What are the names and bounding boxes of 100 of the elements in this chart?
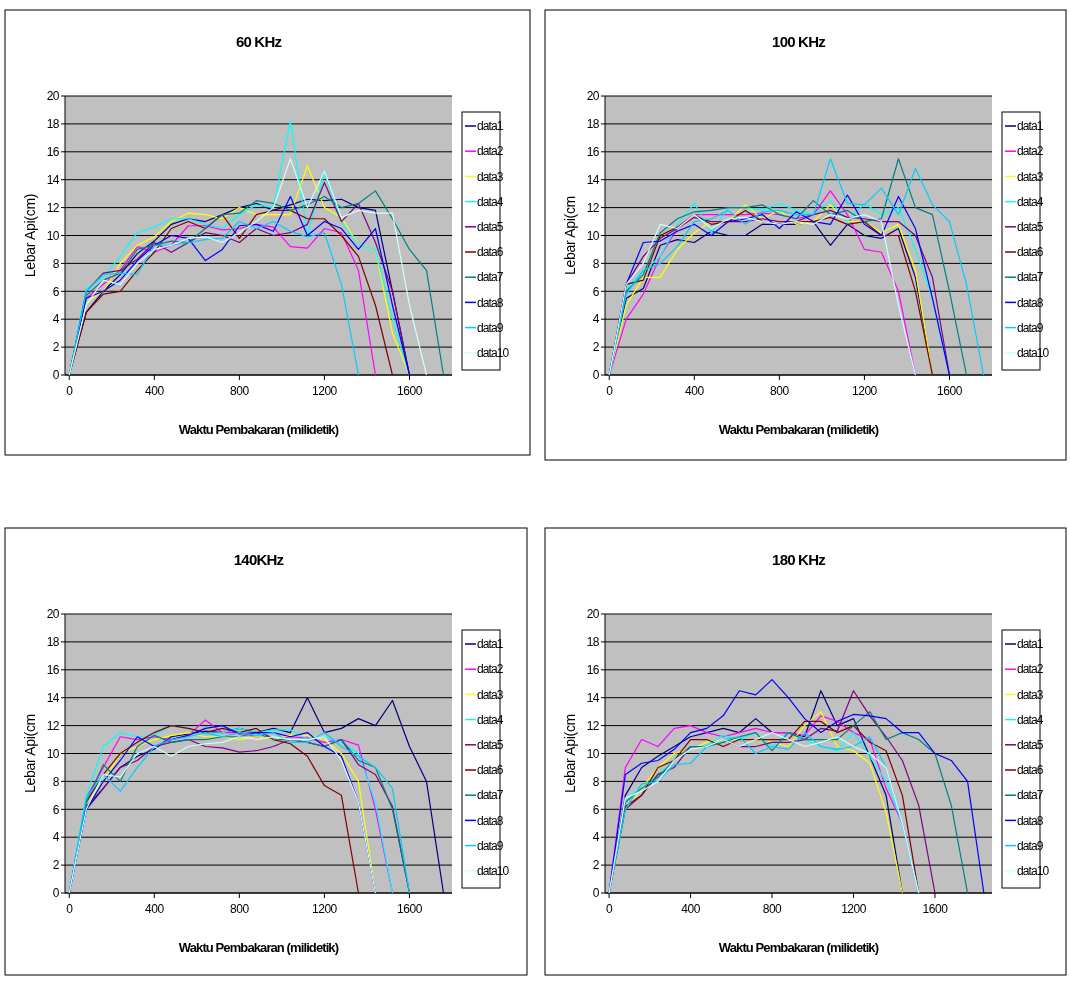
y-tick-label: 4	[592, 830, 600, 845]
x-tick-label: 800	[762, 902, 783, 916]
x-tick-label: 1200	[312, 384, 338, 398]
y-tick-label: 2	[592, 340, 600, 355]
y-tick-label: 16	[586, 663, 600, 677]
legend-label: data9	[477, 838, 504, 853]
x-tick-label: 1600	[937, 384, 963, 398]
x-tick-label: 1200	[841, 902, 867, 916]
x-axis-title: Waktu Pembakaran (milidetik)	[718, 422, 879, 437]
y-tick-label: 0	[592, 886, 600, 901]
y-tick-label: 6	[52, 284, 60, 299]
x-tick-label: 0	[66, 384, 74, 398]
legend-label: data10	[477, 346, 510, 360]
x-tick-label: 800	[230, 384, 250, 398]
y-tick-label: 18	[46, 635, 60, 650]
x-tick-label: 1200	[852, 384, 878, 398]
y-tick-label: 0	[52, 368, 60, 383]
y-axis-title: Lebar Api(cm)	[22, 193, 38, 278]
y-tick-label: 10	[586, 746, 600, 761]
y-tick-label: 4	[52, 312, 60, 327]
chart-title: 180 KHz	[772, 551, 826, 568]
legend-label: data6	[477, 245, 504, 260]
legend-label: data7	[477, 788, 504, 803]
y-tick-label: 14	[586, 172, 600, 187]
legend-label: data7	[477, 270, 504, 285]
legend-label: data2	[477, 144, 504, 159]
legend-label: data8	[1017, 295, 1044, 310]
legend-label: data5	[1017, 220, 1044, 234]
legend-label: data6	[1017, 245, 1044, 260]
x-tick-label: 400	[681, 902, 701, 916]
y-tick-label: 2	[52, 858, 60, 873]
x-tick-label: 1600	[397, 384, 423, 398]
legend-label: data1	[477, 637, 504, 652]
y-tick-label: 18	[586, 635, 600, 650]
legend-label: data3	[477, 687, 504, 702]
legend-label: data3	[477, 169, 504, 184]
chart-title: 60 KHz	[235, 33, 282, 50]
legend-label: data10	[477, 864, 510, 878]
legend-label: data6	[1017, 763, 1044, 778]
y-axis-title: Lebar Api(cm	[562, 196, 578, 275]
y-tick-label: 2	[52, 340, 60, 355]
y-tick-label: 0	[52, 886, 60, 901]
y-tick-label: 18	[46, 117, 60, 132]
y-tick-label: 16	[586, 145, 600, 159]
y-tick-label: 10	[586, 228, 600, 243]
x-axis-title: Waktu Pembakaran (milidetik)	[718, 940, 879, 955]
x-tick-label: 1600	[397, 902, 423, 916]
x-tick-label: 400	[145, 902, 165, 916]
chart-title: 100 KHz	[772, 33, 826, 50]
y-tick-label: 2	[592, 858, 600, 873]
y-tick-label: 6	[592, 284, 600, 299]
legend-label: data10	[1017, 864, 1050, 878]
y-tick-label: 20	[46, 89, 60, 104]
y-tick-label: 8	[52, 256, 60, 271]
x-tick-label: 800	[770, 384, 790, 398]
legend-label: data1	[1017, 119, 1044, 134]
legend-label: data8	[477, 813, 504, 828]
legend-label: data1	[477, 119, 504, 134]
legend-label: data5	[477, 738, 504, 752]
y-tick-label: 8	[592, 774, 600, 789]
y-tick-label: 14	[586, 690, 600, 705]
y-tick-label: 8	[52, 774, 60, 789]
y-tick-label: 12	[586, 200, 600, 215]
legend-label: data7	[1017, 270, 1044, 285]
y-tick-label: 14	[46, 690, 60, 705]
legend-label: data9	[1017, 838, 1044, 853]
legend-label: data1	[1017, 637, 1044, 652]
legend-label: data5	[1017, 738, 1044, 752]
y-tick-label: 0	[592, 368, 600, 383]
y-tick-label: 20	[586, 89, 600, 104]
legend-label: data4	[1017, 194, 1044, 209]
x-tick-label: 1600	[922, 902, 949, 916]
line-series	[608, 678, 985, 894]
y-tick-label: 12	[46, 718, 60, 733]
y-tick-label: 8	[592, 256, 600, 271]
y-tick-label: 12	[46, 200, 60, 215]
legend-label: data4	[477, 712, 504, 727]
y-tick-label: 14	[46, 172, 60, 187]
y-tick-label: 4	[52, 830, 60, 845]
x-axis-title: Waktu Pembakaran (milidetik)	[178, 940, 339, 955]
y-tick-label: 16	[46, 145, 60, 159]
y-tick-label: 6	[52, 802, 60, 817]
y-tick-label: 20	[586, 607, 600, 622]
y-tick-label: 4	[592, 312, 600, 327]
y-axis-title: Lebar Api(cm	[562, 714, 578, 793]
y-tick-label: 18	[586, 117, 600, 132]
legend-label: data4	[1017, 712, 1044, 727]
legend-label: data4	[477, 194, 504, 209]
x-tick-label: 400	[685, 384, 705, 398]
legend-label: data8	[477, 295, 504, 310]
legend-label: data6	[477, 763, 504, 778]
legend-label: data9	[477, 320, 504, 335]
y-tick-label: 20	[46, 607, 60, 622]
legend-label: data2	[477, 662, 504, 677]
legend-label: data10	[1017, 346, 1050, 360]
y-tick-label: 10	[46, 746, 60, 761]
legend-label: data5	[477, 220, 504, 234]
x-tick-label: 400	[145, 384, 165, 398]
x-tick-label: 0	[66, 902, 74, 916]
chart-title: 140KHz	[233, 551, 284, 568]
